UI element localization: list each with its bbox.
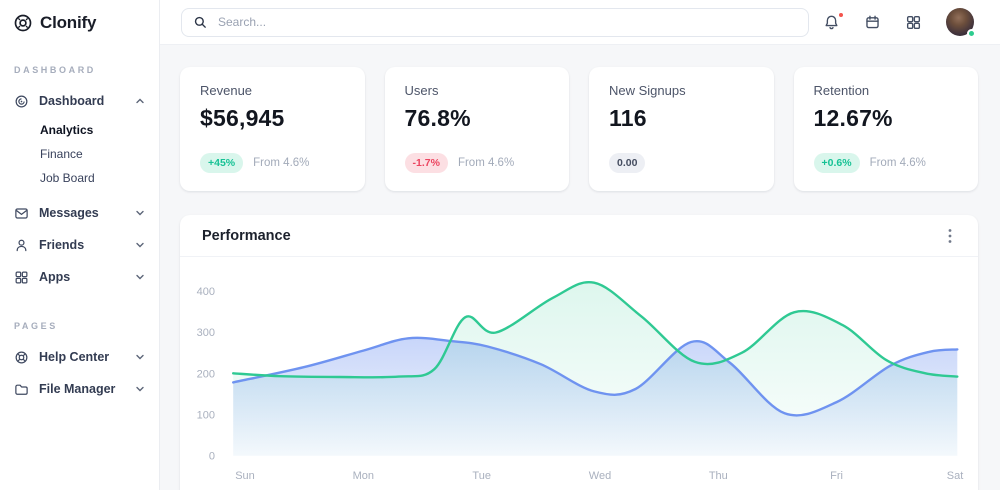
svg-text:Wed: Wed	[589, 470, 611, 482]
card-title: Users	[404, 83, 439, 98]
section-label-dashboard: DASHBOARD	[14, 65, 96, 75]
svg-text:400: 400	[197, 286, 215, 298]
messages-icon	[14, 206, 29, 221]
stat-cards-row: Revenue $56,945 +45% From 4.6% Users 76.…	[180, 67, 978, 191]
sidebar-item-messages[interactable]: Messages	[14, 197, 145, 229]
apps-grid-icon[interactable]	[905, 14, 922, 31]
sidebar-item-label: Messages	[39, 206, 99, 220]
sidebar-item-apps[interactable]: Apps	[14, 261, 145, 293]
sidebar-item-label: Help Center	[39, 350, 110, 364]
badge-note: From 4.6%	[457, 157, 515, 169]
search-icon	[193, 15, 208, 30]
online-status-dot	[967, 29, 976, 38]
badge-note: From 4.6%	[253, 157, 310, 169]
dashboard-submenu: Analytics Finance Job Board	[14, 118, 145, 190]
badge-note: From 4.6%	[869, 157, 926, 169]
chevron-down-icon	[135, 208, 145, 218]
section-label-pages: PAGES	[14, 321, 58, 331]
svg-text:Sat: Sat	[947, 470, 964, 482]
notification-dot	[838, 11, 844, 18]
trend-badge: -1.7%	[404, 153, 448, 173]
sidebar-item-label: Apps	[39, 270, 71, 284]
card-value: 116	[609, 105, 647, 131]
svg-text:Thu: Thu	[709, 470, 728, 482]
stat-card-users: Users 76.8% -1.7% From 4.6%	[384, 67, 569, 191]
card-title: Retention	[813, 83, 870, 98]
bell-icon[interactable]	[823, 11, 844, 31]
card-value: $56,945	[200, 105, 285, 131]
topbar-actions	[823, 8, 976, 38]
chevron-up-icon	[135, 96, 145, 106]
calendar-icon[interactable]	[864, 14, 881, 31]
chevron-down-icon	[135, 272, 145, 282]
sidebar-subitem-job-board[interactable]: Job Board	[40, 171, 95, 185]
kebab-menu-icon[interactable]	[942, 226, 958, 246]
sidebar-item-help-center[interactable]: Help Center	[14, 341, 145, 373]
trend-badge: +45%	[200, 153, 244, 173]
trend-badge: +0.6%	[813, 153, 860, 173]
svg-text:100: 100	[197, 410, 215, 422]
panel-title: Performance	[202, 228, 291, 244]
chevron-down-icon	[135, 240, 145, 250]
user-avatar[interactable]	[946, 8, 976, 38]
sidebar-item-file-manager[interactable]: File Manager	[14, 373, 145, 405]
search-input[interactable]	[216, 14, 797, 30]
chevron-down-icon	[135, 352, 145, 362]
sidebar-item-dashboard[interactable]: Dashboard	[14, 85, 145, 117]
svg-text:0: 0	[209, 451, 215, 463]
stat-card-new-signups: New Signups 116 0.00	[589, 67, 774, 191]
chevron-down-icon	[135, 384, 145, 394]
svg-text:Sun: Sun	[235, 470, 255, 482]
card-value: 76.8%	[404, 105, 471, 131]
file-manager-icon	[14, 382, 29, 397]
stat-card-revenue: Revenue $56,945 +45% From 4.6%	[180, 67, 365, 191]
sidebar-subitem-analytics[interactable]: Analytics	[40, 123, 94, 137]
sidebar-item-label: File Manager	[39, 382, 116, 396]
svg-text:Fri: Fri	[830, 470, 843, 482]
sidebar-item-label: Friends	[39, 238, 85, 252]
clonify-logo-icon	[13, 13, 33, 33]
help-center-icon	[14, 350, 29, 365]
svg-text:Mon: Mon	[353, 470, 374, 482]
logo[interactable]: Clonify	[0, 0, 159, 33]
svg-text:300: 300	[197, 327, 215, 339]
svg-text:200: 200	[197, 368, 215, 380]
search-box	[181, 7, 809, 37]
topbar	[160, 0, 1000, 45]
stat-card-retention: Retention 12.67% +0.6% From 4.6%	[793, 67, 978, 191]
dashboard-icon	[14, 94, 29, 109]
sidebar-item-friends[interactable]: Friends	[14, 229, 145, 261]
card-title: New Signups	[609, 83, 686, 98]
performance-chart-area: 0 100 200 300 400 Sun Mon Tue Wed Thu Fri Sat	[180, 257, 978, 490]
card-value: 12.67%	[813, 105, 893, 131]
friends-icon	[14, 238, 29, 253]
sidebar-item-label: Dashboard	[39, 94, 105, 108]
sidebar: Clonify DASHBOARD Dashboard Analytics Fi…	[0, 0, 160, 490]
content: Revenue $56,945 +45% From 4.6% Users 76.…	[160, 45, 1000, 490]
card-title: Revenue	[200, 83, 253, 98]
main-area: Revenue $56,945 +45% From 4.6% Users 76.…	[160, 0, 1000, 490]
performance-panel: Performance 0 100 200 300 400 Sun Mon Tue Wed Thu…	[180, 215, 978, 490]
performance-chart: 0 100 200 300 400 Sun Mon Tue Wed Thu Fri Sat	[197, 280, 964, 482]
sidebar-subitem-finance[interactable]: Finance	[40, 147, 83, 161]
trend-badge: 0.00	[609, 153, 646, 173]
apps-icon	[14, 270, 29, 285]
svg-text:Tue: Tue	[472, 470, 491, 482]
logo-text: Clonify	[40, 13, 97, 32]
